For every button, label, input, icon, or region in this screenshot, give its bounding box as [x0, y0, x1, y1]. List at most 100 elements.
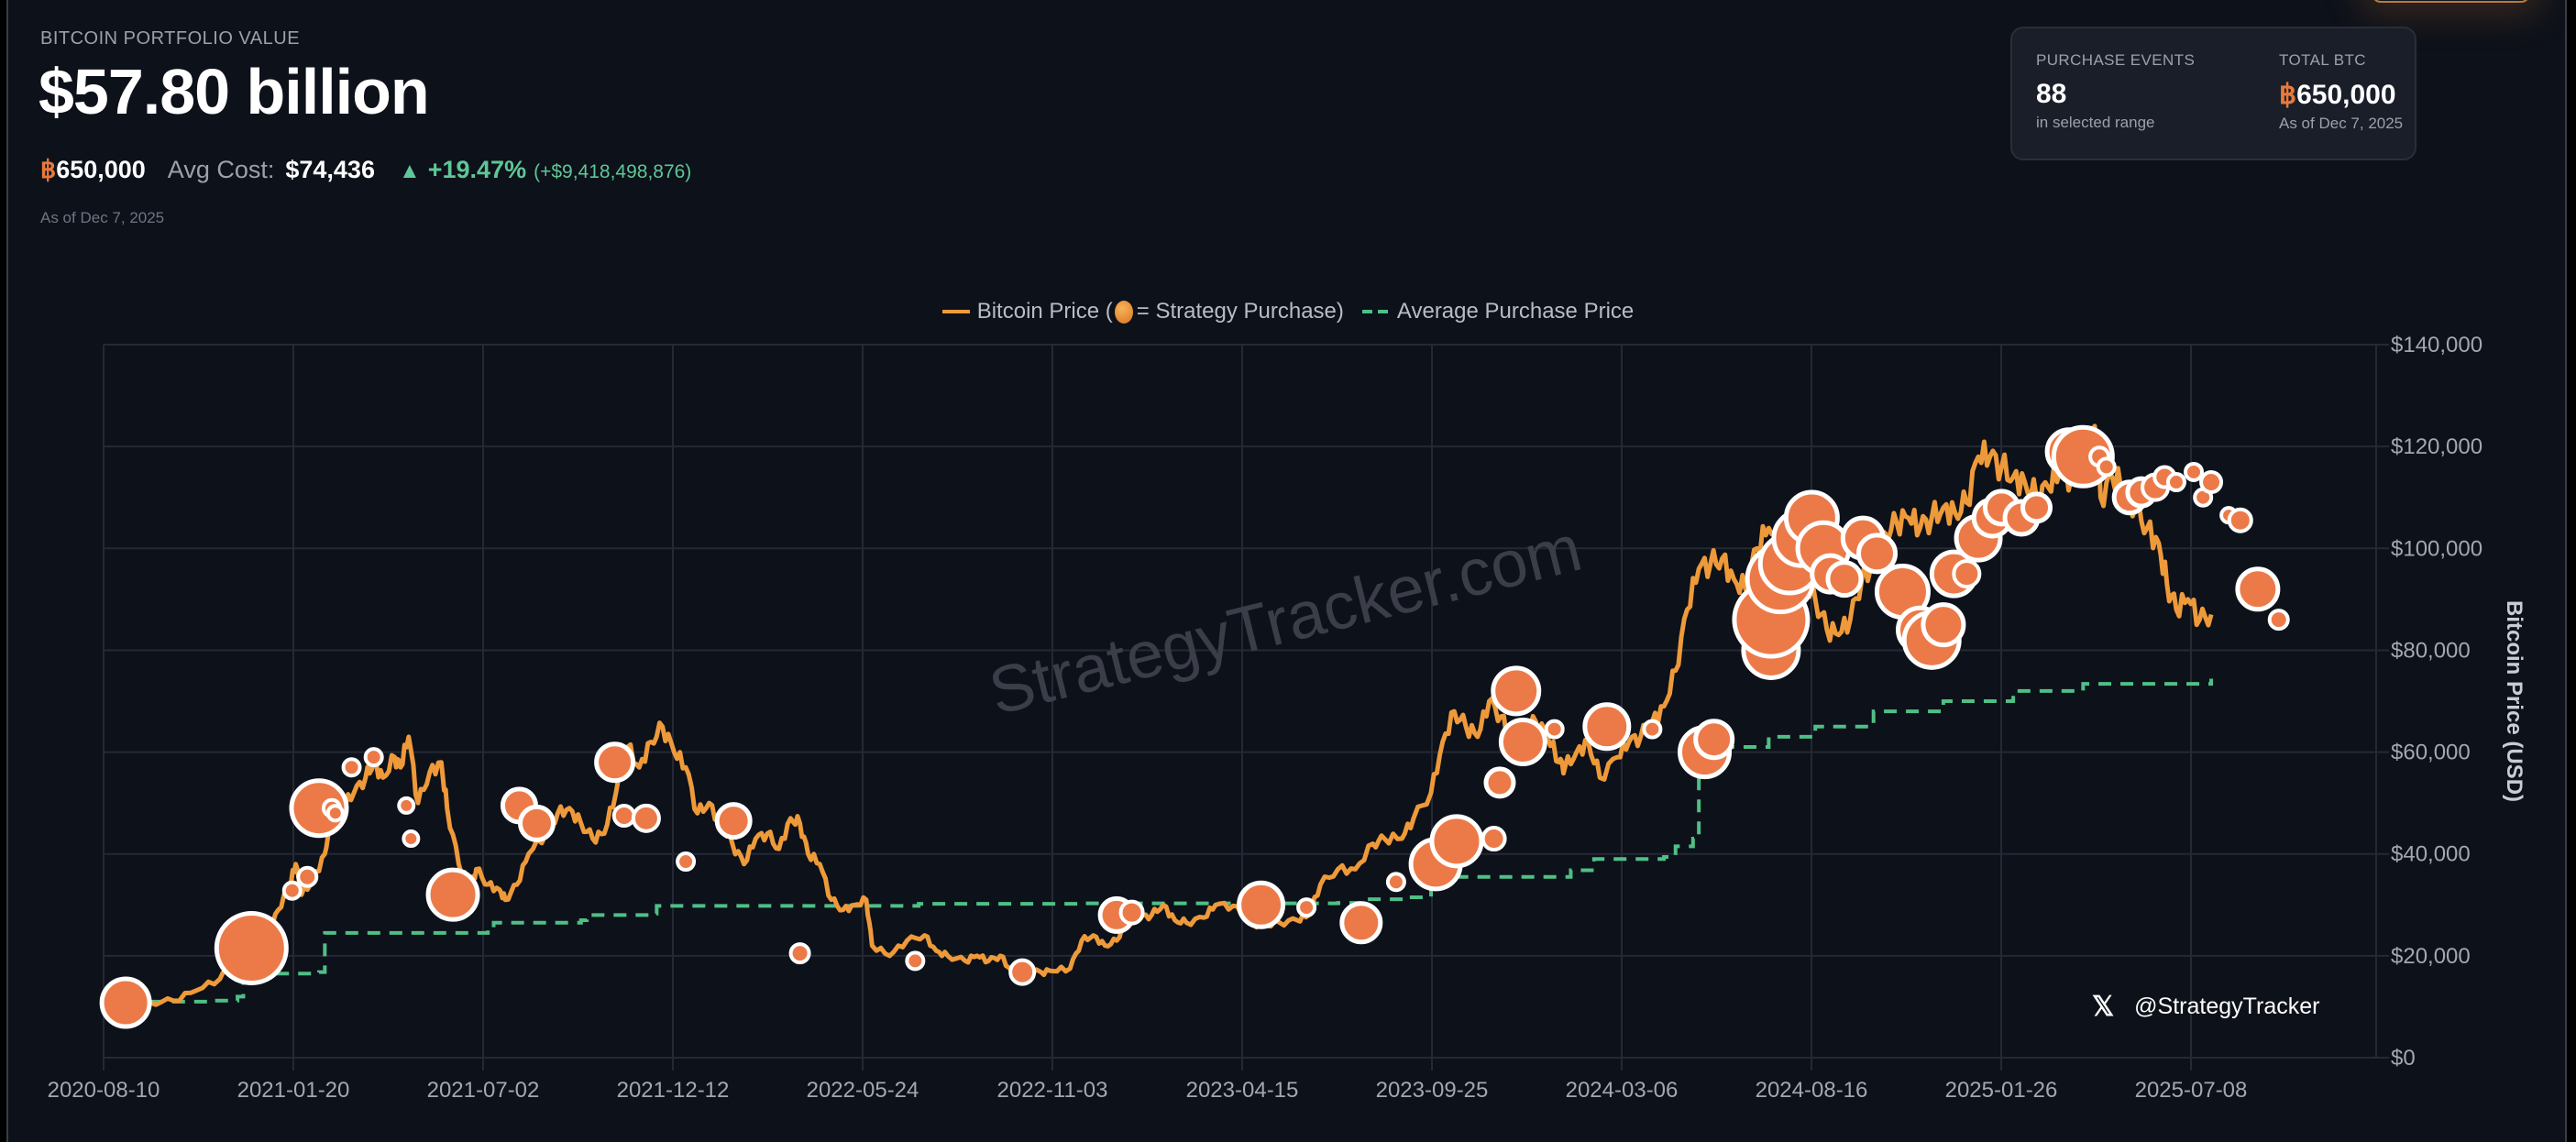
purchase-bubble[interactable] — [1491, 665, 1542, 717]
total-btc-stat: TOTAL BTC ฿650,000 As of Dec 7, 2025 — [2279, 51, 2403, 133]
portfolio-panel — [6, 0, 2567, 1142]
purchase-bubble[interactable] — [214, 911, 289, 986]
purchase-bubble[interactable] — [1825, 560, 1864, 598]
y-tick-label: $20,000 — [2391, 944, 2471, 969]
x-axis-ticks: 2020-08-10 2021-01-20 2021-07-02 2021-12-12… — [48, 1078, 2248, 1103]
purchase-bubble[interactable] — [425, 867, 480, 922]
purchase-events-sub: in selected range — [2036, 114, 2155, 131]
purchase-bubble[interactable] — [594, 741, 636, 784]
purchase-bubble[interactable] — [1118, 899, 1145, 926]
x-tick-label: 2022-11-03 — [997, 1078, 1108, 1103]
stats-card: PURCHASE EVENTS 88 in selected range TOT… — [2010, 27, 2416, 160]
purchase-bubble[interactable] — [99, 976, 152, 1029]
legend-price-label[interactable]: Bitcoin Price ( — [976, 299, 1113, 324]
chart-legend: Bitcoin Price ( = Strategy Purchase) Ave… — [0, 299, 2576, 324]
social-handle[interactable]: 𝕏 @StrategyTracker — [2092, 991, 2319, 1023]
x-tick-label: 2020-08-10 — [48, 1078, 160, 1103]
purchase-bubble[interactable] — [1498, 717, 1547, 766]
y-tick-label: $0 — [2391, 1046, 2416, 1071]
bitcoin-icon: ฿ — [2279, 80, 2297, 110]
legend-avg-label[interactable]: Average Purchase Price — [1396, 299, 1635, 324]
purchase-bubble[interactable] — [2235, 566, 2281, 612]
total-btc-label: TOTAL BTC — [2279, 51, 2366, 69]
legend-purchase-label: = Strategy Purchase) — [1136, 299, 1344, 324]
purchase-bubble[interactable] — [2199, 470, 2224, 495]
purchase-bubble[interactable] — [788, 942, 811, 965]
purchase-bubble[interactable] — [1481, 826, 1507, 852]
change-percent: +19.47% — [427, 156, 527, 183]
purchase-bubble[interactable] — [2020, 491, 2053, 524]
purchase-bubble[interactable] — [1008, 958, 1037, 986]
average-purchase-price-line — [149, 678, 2214, 1004]
purchase-bubble[interactable] — [676, 851, 697, 873]
btc-holdings: 650,000 — [56, 156, 146, 183]
purchase-bubble[interactable] — [397, 796, 416, 815]
bitcoin-icon: ฿ — [40, 156, 57, 183]
legend-purchase-dot-icon — [1114, 300, 1133, 324]
x-tick-label: 2022-05-24 — [807, 1078, 919, 1103]
y-tick-label: $100,000 — [2391, 536, 2482, 561]
purchase-bubble[interactable] — [1544, 719, 1565, 740]
purchase-bubble[interactable] — [296, 865, 319, 888]
y-tick-label: $140,000 — [2391, 333, 2482, 357]
purchase-bubble[interactable] — [1237, 880, 1286, 929]
purchase-events-stat: PURCHASE EVENTS 88 in selected range — [2036, 51, 2195, 132]
purchase-bubble[interactable] — [631, 803, 661, 833]
avg-cost-value: $74,436 — [285, 156, 375, 183]
x-tick-label: 2024-08-16 — [1756, 1078, 1868, 1103]
purchase-bubble[interactable] — [714, 802, 753, 840]
purchase-bubble[interactable] — [1296, 897, 1317, 918]
purchase-events-value: 88 — [2036, 79, 2067, 109]
purchase-bubble[interactable] — [1385, 872, 1406, 893]
x-tick-label: 2025-07-08 — [2135, 1078, 2248, 1103]
purchase-bubble[interactable] — [1693, 719, 1735, 761]
purchase-bubble[interactable] — [2165, 472, 2186, 493]
x-tick-label: 2023-09-25 — [1376, 1078, 1489, 1103]
purchase-bubble[interactable] — [1582, 702, 1632, 752]
purchase-bubbles[interactable] — [99, 424, 2290, 1029]
total-btc-sub: As of Dec 7, 2025 — [2279, 115, 2404, 132]
as-of-date: As of Dec 7, 2025 — [40, 209, 165, 226]
avg-cost-label: Avg Cost: — [167, 156, 275, 183]
y-tick-label: $60,000 — [2391, 741, 2471, 765]
legend-price-line-icon — [941, 310, 970, 313]
x-tick-label: 2025-01-26 — [1945, 1078, 2058, 1103]
portfolio-value: $57.80 billion — [39, 56, 430, 127]
purchase-bubble[interactable] — [518, 804, 556, 842]
purchase-bubble[interactable] — [611, 804, 636, 829]
x-tick-label: 2021-07-02 — [427, 1078, 540, 1103]
purchase-bubble[interactable] — [341, 757, 362, 778]
purchase-events-label: PURCHASE EVENTS — [2036, 51, 2196, 69]
purchase-bubble[interactable] — [1856, 533, 1899, 575]
purchase-bubble[interactable] — [363, 747, 384, 768]
up-triangle-icon: ▲ — [398, 159, 421, 183]
x-tick-label: 2023-04-15 — [1186, 1078, 1299, 1103]
purchase-bubble[interactable] — [905, 950, 926, 972]
total-btc-value: 650,000 — [2296, 80, 2396, 110]
purchase-bubble[interactable] — [2227, 507, 2253, 533]
purchase-bubble[interactable] — [2096, 456, 2117, 478]
portfolio-value-label: BITCOIN PORTFOLIO VALUE — [40, 28, 301, 49]
purchase-bubble[interactable] — [1952, 559, 1982, 589]
y-axis-ticks: $0 $20,000 $40,000 $60,000 $80,000 $100,000 $1… — [2391, 333, 2482, 1071]
bitcoin-price-line — [102, 423, 2214, 1007]
purchase-bubble[interactable] — [2184, 461, 2205, 482]
legend-avg-dash-icon — [1361, 310, 1388, 313]
purchase-bubble[interactable] — [1642, 719, 1663, 740]
purchase-bubble[interactable] — [1339, 901, 1383, 945]
purchase-bubble[interactable] — [1921, 602, 1966, 648]
price-path — [102, 423, 2214, 1007]
y-tick-label: $80,000 — [2391, 638, 2471, 663]
change-usd: (+$9,418,498,876) — [534, 161, 692, 182]
purchase-bubble[interactable] — [1483, 766, 1516, 799]
x-tick-label: 2024-03-06 — [1566, 1078, 1679, 1103]
purchase-bubble[interactable] — [281, 880, 303, 901]
purchase-bubble[interactable] — [1429, 814, 1484, 869]
social-handle-text: @StrategyTracker — [2134, 994, 2320, 1019]
portfolio-summary-row: ฿ 650,000 Avg Cost: $74,436 ▲ +19.47% (+… — [40, 156, 691, 184]
purchase-bubble[interactable] — [402, 829, 421, 849]
avg-price-path — [149, 678, 2214, 1004]
purchase-bubble[interactable] — [2267, 609, 2290, 631]
purchase-bubble[interactable] — [325, 804, 345, 823]
